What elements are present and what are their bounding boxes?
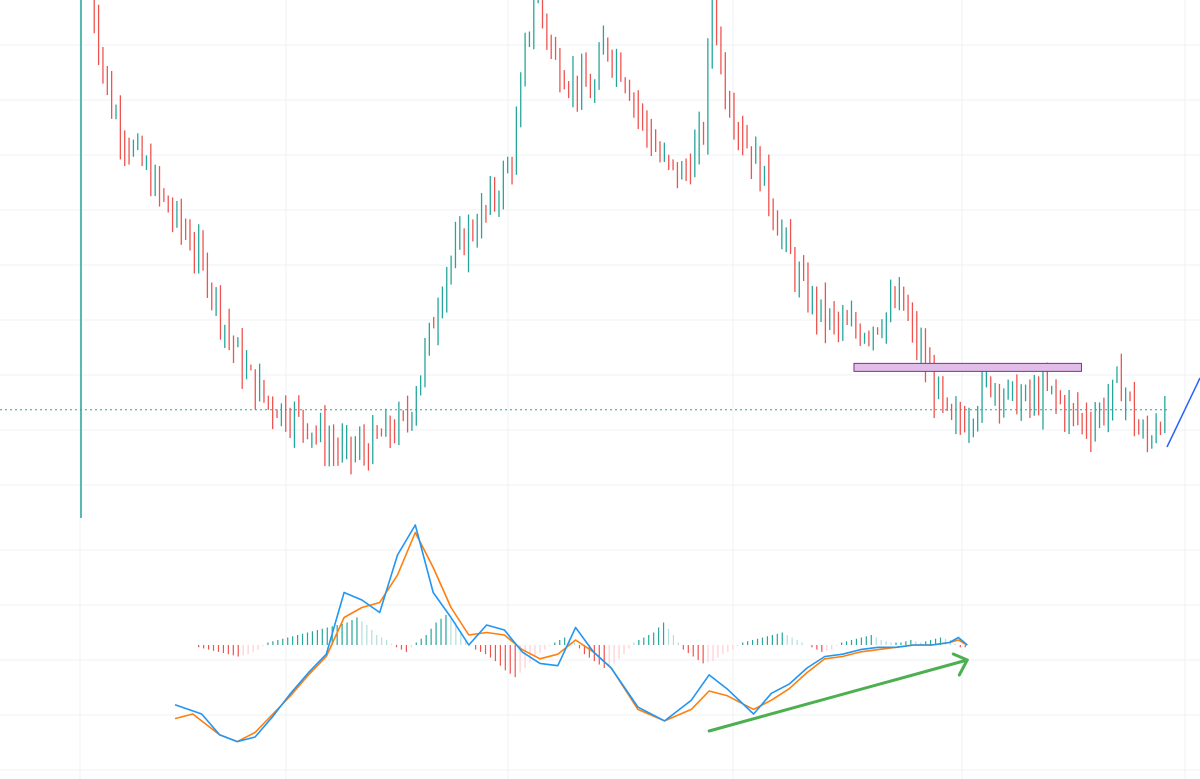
resistance-zone bbox=[853, 362, 1082, 372]
macd-histogram bbox=[198, 615, 966, 678]
divergence-arrow-head bbox=[951, 652, 969, 677]
divergence-arrow-shaft bbox=[707, 658, 969, 733]
macd-line bbox=[174, 524, 968, 743]
trend-line bbox=[1166, 377, 1200, 448]
ohlc-bars bbox=[93, 0, 1166, 475]
